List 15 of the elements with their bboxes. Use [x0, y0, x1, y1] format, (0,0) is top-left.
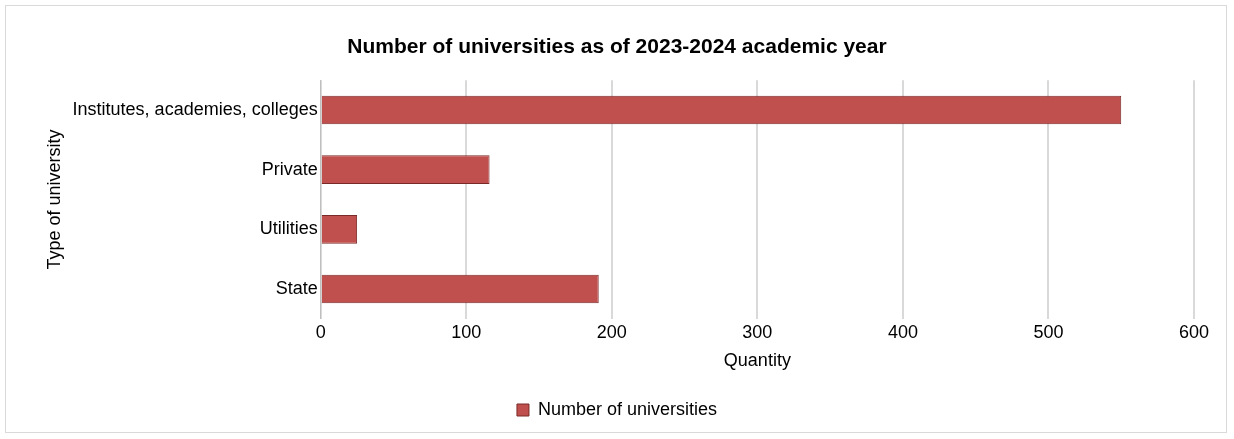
x-tick-label: 100	[451, 321, 482, 342]
x-tick-label: 500	[1033, 321, 1064, 342]
x-tick-label: 200	[596, 321, 627, 342]
x-tick-label: 400	[887, 321, 918, 342]
x-tick-label: 300	[742, 321, 773, 342]
x-tick-label: 0	[315, 321, 326, 342]
y-tick-label: State	[275, 277, 318, 298]
chart-title: Number of universities as of 2023-2024 academic year	[347, 34, 887, 58]
x-axis-title: Quantity	[723, 350, 791, 371]
y-tick-label: Private	[261, 158, 318, 179]
legend-label: Number of universities	[537, 398, 718, 419]
y-tick-label: Utilities	[259, 218, 318, 239]
y-axis-title: Type of university	[43, 129, 64, 270]
y-tick-label: Institutes, academies, colleges	[72, 98, 318, 119]
x-tick-label: 600	[1178, 321, 1210, 342]
